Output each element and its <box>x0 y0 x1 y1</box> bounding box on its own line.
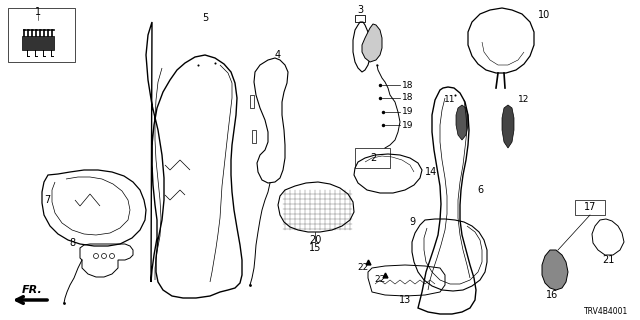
Polygon shape <box>542 250 568 290</box>
Text: 17: 17 <box>584 202 596 212</box>
Text: 19: 19 <box>402 108 413 116</box>
Polygon shape <box>456 105 468 140</box>
Text: 4: 4 <box>275 50 281 60</box>
Text: FR.: FR. <box>22 285 42 295</box>
Text: 14: 14 <box>425 167 437 177</box>
Text: 8: 8 <box>70 238 76 248</box>
Text: 6: 6 <box>477 185 483 195</box>
Text: 16: 16 <box>546 290 558 300</box>
Text: 15: 15 <box>309 243 321 253</box>
Text: 21: 21 <box>602 255 614 265</box>
Text: 12: 12 <box>518 95 529 105</box>
Text: 22: 22 <box>357 262 369 271</box>
Text: 11: 11 <box>444 95 455 105</box>
Text: 19: 19 <box>402 121 413 130</box>
Text: 1: 1 <box>35 7 41 17</box>
Text: 5: 5 <box>202 13 208 23</box>
Text: 22: 22 <box>374 276 386 284</box>
Polygon shape <box>362 24 382 62</box>
Text: 9: 9 <box>409 217 415 227</box>
Text: TRV4B4001: TRV4B4001 <box>584 308 628 316</box>
Text: 18: 18 <box>402 93 413 102</box>
Text: 20: 20 <box>309 235 321 245</box>
Text: 7: 7 <box>44 195 50 205</box>
Polygon shape <box>502 105 514 148</box>
Text: 3: 3 <box>357 5 363 15</box>
Polygon shape <box>22 36 54 50</box>
Text: 18: 18 <box>402 81 413 90</box>
Text: 13: 13 <box>399 295 411 305</box>
Text: 2: 2 <box>370 153 376 163</box>
Text: 10: 10 <box>538 10 550 20</box>
